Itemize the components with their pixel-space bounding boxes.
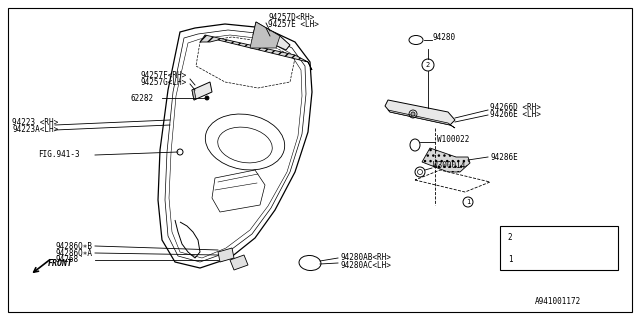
Polygon shape <box>250 22 280 48</box>
Text: 94266D <RH>: 94266D <RH> <box>490 102 541 111</box>
Polygon shape <box>415 170 490 192</box>
Text: A941001172: A941001172 <box>535 298 581 307</box>
Text: 94280AB<RH>: 94280AB<RH> <box>340 253 391 262</box>
Text: 94223A<LH>: 94223A<LH> <box>12 124 58 133</box>
Text: 94223 <RH>: 94223 <RH> <box>12 117 58 126</box>
Text: 94257F<RH>: 94257F<RH> <box>140 70 186 79</box>
Text: 94257D<RH>: 94257D<RH> <box>268 12 314 21</box>
Text: 94257G<LH>: 94257G<LH> <box>140 77 186 86</box>
Polygon shape <box>385 100 455 125</box>
Text: 0451S∗B: 0451S∗B <box>520 233 552 242</box>
Text: 1: 1 <box>508 254 512 263</box>
Text: W300014: W300014 <box>433 161 465 170</box>
Text: 0451S∗A: 0451S∗A <box>520 254 552 263</box>
Circle shape <box>411 112 415 116</box>
Polygon shape <box>388 110 455 128</box>
Text: 2: 2 <box>508 233 512 242</box>
Bar <box>500 226 618 270</box>
Text: 94286Q∗A: 94286Q∗A <box>55 249 92 258</box>
Text: 94286Q∗B: 94286Q∗B <box>55 242 92 251</box>
Text: 94286E: 94286E <box>490 153 518 162</box>
Text: 1: 1 <box>466 199 470 205</box>
Text: 94266E <LH>: 94266E <LH> <box>490 109 541 118</box>
Text: FIG.941-3: FIG.941-3 <box>38 149 79 158</box>
Text: 2: 2 <box>426 62 430 68</box>
Polygon shape <box>253 22 290 50</box>
Text: 62282: 62282 <box>130 93 153 102</box>
Text: 94280: 94280 <box>432 33 455 42</box>
Polygon shape <box>200 35 312 70</box>
Text: FRONT: FRONT <box>48 260 73 268</box>
Text: 94257E <LH>: 94257E <LH> <box>268 20 319 28</box>
Polygon shape <box>230 255 248 270</box>
Text: 94268: 94268 <box>55 255 78 265</box>
Polygon shape <box>218 248 234 262</box>
Polygon shape <box>192 89 196 100</box>
Text: W100022: W100022 <box>437 134 469 143</box>
Text: 94280AC<LH>: 94280AC<LH> <box>340 260 391 269</box>
Circle shape <box>205 96 209 100</box>
Polygon shape <box>192 82 212 100</box>
Polygon shape <box>422 148 470 172</box>
